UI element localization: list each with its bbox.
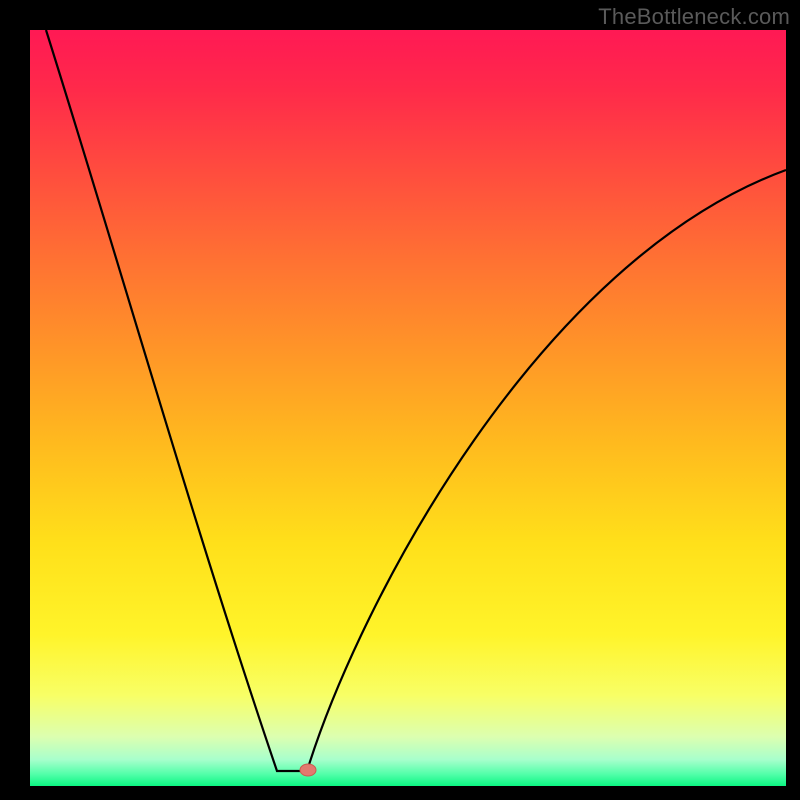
optimal-point-marker — [300, 764, 316, 776]
plot-area — [30, 30, 786, 786]
watermark-text: TheBottleneck.com — [598, 4, 790, 30]
bottleneck-chart — [0, 0, 800, 800]
chart-svg — [0, 0, 800, 800]
